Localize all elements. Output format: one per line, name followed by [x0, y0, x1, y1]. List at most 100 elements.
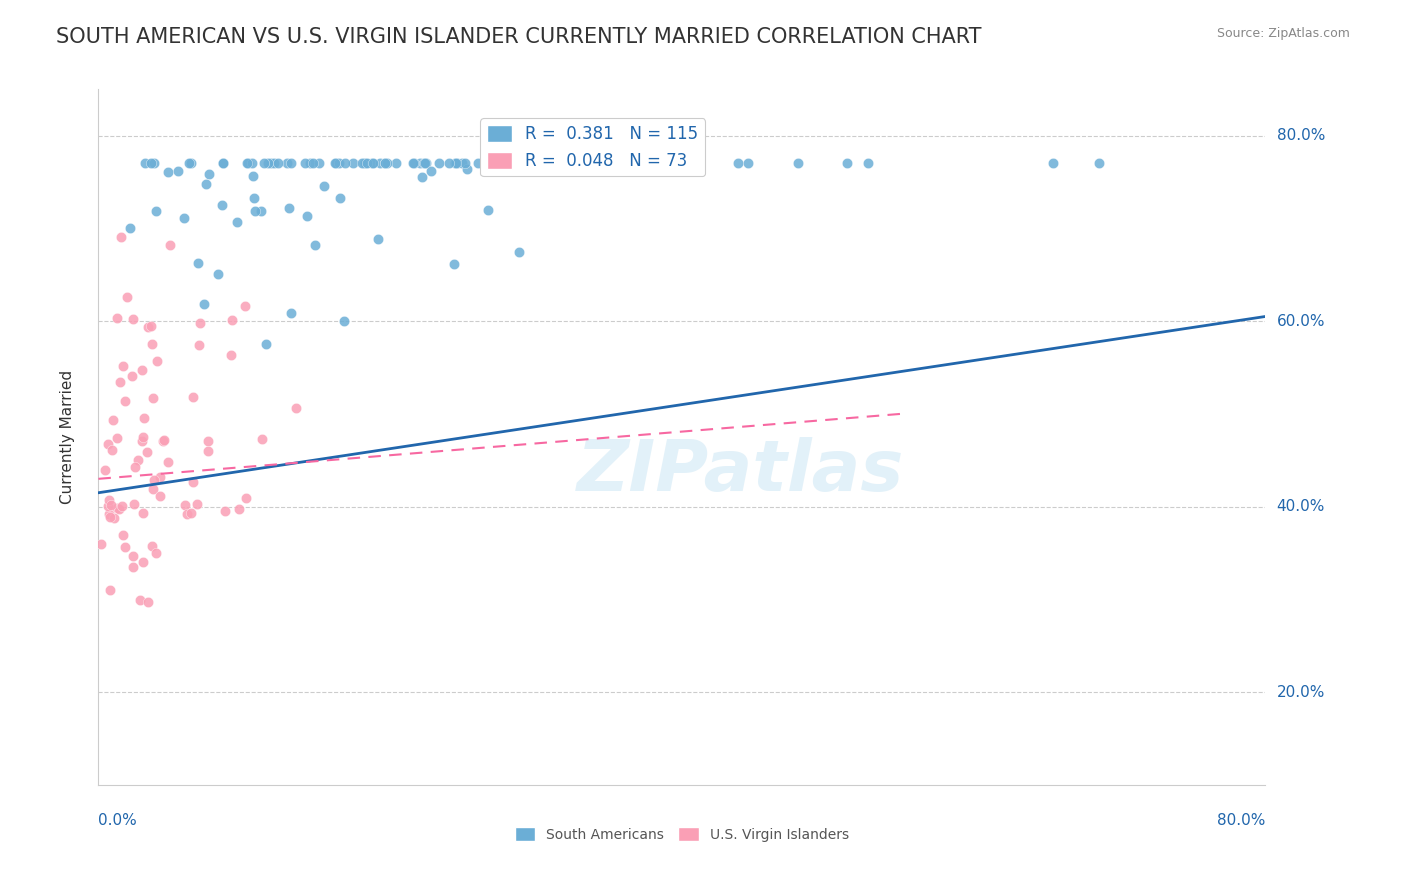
- Point: [240, 156, 263, 170]
- Point: [136, 595, 159, 609]
- Point: [439, 156, 461, 170]
- Point: [139, 318, 162, 333]
- Point: [235, 491, 257, 505]
- Text: Source: ZipAtlas.com: Source: ZipAtlas.com: [1216, 27, 1350, 40]
- Point: [1088, 156, 1111, 170]
- Point: [576, 156, 599, 170]
- Point: [402, 156, 425, 170]
- Text: SOUTH AMERICAN VS U.S. VIRGIN ISLANDER CURRENTLY MARRIED CORRELATION CHART: SOUTH AMERICAN VS U.S. VIRGIN ISLANDER C…: [56, 27, 981, 46]
- Point: [187, 337, 209, 351]
- Point: [212, 156, 235, 170]
- Point: [198, 167, 221, 181]
- Point: [145, 354, 167, 368]
- Point: [131, 363, 153, 377]
- Point: [562, 156, 585, 170]
- Point: [219, 348, 242, 362]
- Point: [560, 156, 582, 170]
- Point: [156, 455, 179, 469]
- Point: [488, 156, 510, 170]
- Point: [100, 498, 122, 512]
- Point: [454, 156, 477, 170]
- Point: [111, 359, 134, 374]
- Point: [121, 369, 143, 384]
- Point: [98, 583, 121, 598]
- Point: [263, 156, 285, 170]
- Point: [214, 504, 236, 518]
- Point: [97, 507, 120, 521]
- Point: [377, 156, 399, 170]
- Point: [141, 539, 163, 553]
- Point: [374, 156, 396, 170]
- Y-axis label: Currently Married: Currently Married: [60, 370, 75, 504]
- Point: [502, 156, 524, 170]
- Point: [415, 156, 437, 170]
- Point: [411, 169, 433, 184]
- Point: [226, 214, 249, 228]
- Point: [280, 156, 302, 170]
- Point: [297, 209, 319, 223]
- Point: [342, 156, 364, 170]
- Point: [238, 156, 260, 170]
- Point: [323, 156, 346, 170]
- Text: ZIPatlas: ZIPatlas: [576, 437, 904, 507]
- Point: [467, 156, 489, 170]
- Point: [142, 473, 165, 487]
- Point: [124, 460, 146, 475]
- Text: 0.0%: 0.0%: [98, 813, 138, 828]
- Point: [111, 528, 134, 542]
- Point: [284, 401, 307, 415]
- Point: [527, 156, 550, 170]
- Point: [304, 238, 326, 252]
- Point: [479, 156, 502, 170]
- Point: [280, 306, 302, 320]
- Point: [105, 311, 128, 326]
- Point: [124, 497, 146, 511]
- Point: [508, 244, 530, 259]
- Point: [152, 434, 174, 448]
- Point: [477, 202, 499, 217]
- Point: [132, 506, 155, 520]
- Point: [606, 156, 628, 170]
- Point: [115, 290, 138, 304]
- Point: [142, 482, 165, 496]
- Point: [134, 410, 156, 425]
- Point: [325, 156, 347, 170]
- Point: [108, 375, 131, 389]
- Point: [681, 156, 703, 170]
- Point: [254, 337, 277, 351]
- Point: [516, 156, 538, 170]
- Point: [253, 156, 276, 170]
- Point: [402, 156, 425, 170]
- Point: [727, 156, 749, 170]
- Point: [333, 156, 356, 170]
- Point: [443, 156, 465, 170]
- Point: [350, 156, 373, 170]
- Point: [638, 156, 661, 170]
- Point: [97, 437, 120, 451]
- Text: 20.0%: 20.0%: [1277, 685, 1324, 699]
- Point: [149, 489, 172, 503]
- Point: [353, 156, 375, 170]
- Point: [141, 337, 163, 351]
- Point: [298, 156, 321, 170]
- Point: [835, 156, 858, 170]
- Point: [122, 312, 145, 326]
- Point: [413, 156, 436, 170]
- Point: [427, 156, 450, 170]
- Point: [181, 475, 204, 489]
- Point: [152, 434, 174, 448]
- Point: [308, 156, 330, 170]
- Point: [550, 156, 572, 170]
- Point: [197, 444, 219, 458]
- Point: [243, 204, 266, 219]
- Point: [180, 506, 202, 520]
- Point: [505, 156, 527, 170]
- Point: [211, 156, 233, 170]
- Point: [134, 156, 156, 170]
- Point: [257, 156, 280, 170]
- Point: [180, 156, 202, 170]
- Point: [176, 507, 198, 521]
- Point: [301, 156, 323, 170]
- Point: [183, 390, 205, 404]
- Point: [129, 593, 152, 607]
